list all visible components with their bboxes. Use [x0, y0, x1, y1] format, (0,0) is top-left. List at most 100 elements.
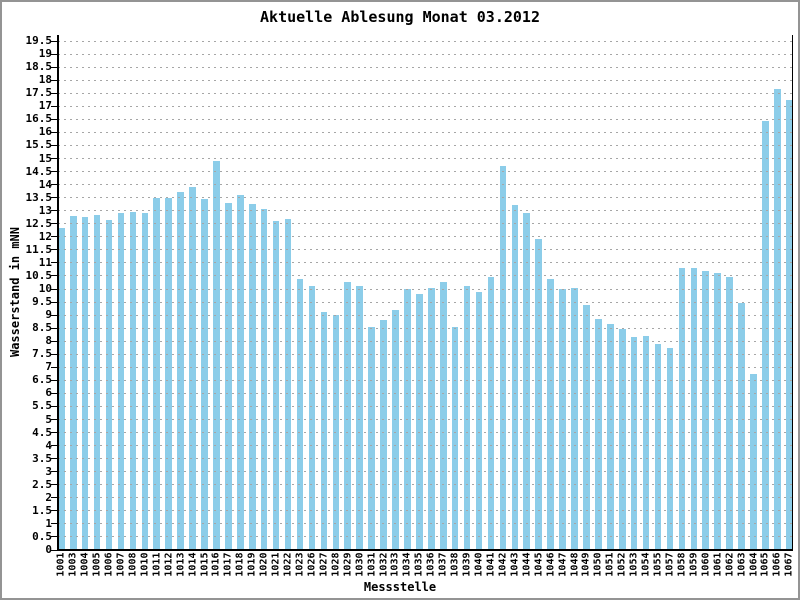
- y-tick-label: 9: [45, 308, 52, 322]
- y-tick-label: 2.5: [32, 477, 52, 491]
- y-tick-mark: [51, 392, 58, 394]
- bar-1044: [523, 213, 531, 550]
- y-tick-mark: [51, 236, 58, 238]
- gridline: [58, 314, 792, 316]
- gridline: [58, 497, 792, 499]
- y-tick-label: 18.5: [25, 60, 53, 74]
- y-tick-mark: [51, 79, 58, 81]
- y-tick-mark: [51, 432, 58, 434]
- y-tick-label: 2: [45, 490, 52, 504]
- bar-1016: [213, 161, 220, 550]
- bar-1033: [392, 309, 399, 550]
- y-tick-mark: [51, 301, 58, 303]
- y-tick-label: 18: [38, 73, 52, 87]
- y-tick-mark: [51, 471, 58, 473]
- gridline: [58, 144, 792, 146]
- bar-1037: [439, 282, 447, 550]
- bar-1054: [642, 335, 650, 550]
- y-tick-label: 15: [38, 151, 52, 165]
- y-tick-mark: [51, 314, 58, 316]
- y-tick-label: 12: [38, 229, 52, 243]
- bar-1045: [535, 239, 542, 550]
- y-tick-label: 7: [45, 360, 52, 374]
- y-tick-mark: [51, 171, 58, 173]
- chart-title: Aktuelle Ablesung Monat 03.2012: [260, 8, 540, 26]
- y-tick-mark: [51, 484, 58, 486]
- y-tick-mark: [51, 497, 58, 499]
- bar-1049: [583, 304, 590, 550]
- y-tick-label: 19.5: [25, 34, 53, 48]
- gridline: [58, 118, 792, 120]
- y-tick-mark: [51, 340, 58, 342]
- gridline: [58, 184, 792, 186]
- y-tick-label: 14: [38, 177, 52, 191]
- bar-1058: [678, 268, 686, 550]
- y-tick-mark: [51, 158, 58, 159]
- y-tick-mark: [51, 118, 58, 120]
- bar-1020: [260, 209, 268, 550]
- bar-1029: [344, 282, 352, 550]
- gridline: [58, 379, 792, 381]
- bar-1031: [368, 326, 375, 550]
- gridline: [58, 66, 792, 68]
- y-tick-mark: [51, 405, 58, 407]
- y-tick-label: 17.5: [25, 86, 53, 100]
- bar-1053: [630, 337, 638, 550]
- bar-1036: [427, 287, 435, 550]
- y-tick-mark: [51, 131, 58, 133]
- y-tick-label: 12.5: [25, 216, 53, 230]
- gridline: [58, 419, 792, 420]
- gridline: [58, 301, 792, 303]
- y-tick-label: 0: [45, 543, 52, 556]
- y-tick-mark: [51, 197, 58, 199]
- gridline: [58, 40, 792, 42]
- bar-1017: [225, 202, 232, 550]
- gridline: [58, 471, 792, 473]
- bar-1006: [105, 219, 113, 550]
- gridline: [58, 366, 792, 368]
- bar-1022: [284, 218, 292, 550]
- bar-1065: [762, 120, 769, 550]
- gridline: [58, 392, 792, 394]
- bar-1055: [654, 343, 662, 550]
- bar-1030: [356, 286, 363, 550]
- y-tick-label: 5.5: [32, 399, 52, 413]
- bar-1004: [81, 217, 89, 550]
- gridline: [58, 223, 792, 225]
- bar-1013: [177, 192, 184, 550]
- y-tick-mark: [51, 379, 58, 381]
- x-axis-line: [57, 549, 793, 551]
- bar-1005: [93, 214, 101, 550]
- y-tick-label: 3: [45, 464, 52, 478]
- plot-right-border: [792, 35, 793, 550]
- y-axis-title: Wasserstand in mNN: [8, 226, 22, 358]
- y-tick-label: 7.5: [32, 347, 52, 361]
- y-tick-label: 8.5: [32, 321, 52, 335]
- bar-1010: [141, 213, 149, 550]
- y-tick-mark: [51, 92, 58, 94]
- y-tick-label: 8: [45, 334, 52, 348]
- bar-1038: [451, 326, 459, 550]
- y-tick-label: 11.5: [25, 242, 53, 256]
- y-tick-label: 14.5: [25, 164, 53, 178]
- gridline: [58, 158, 792, 159]
- gridline: [58, 249, 792, 251]
- y-tick-mark: [51, 210, 58, 212]
- gridline: [58, 288, 792, 290]
- y-tick-label: 16: [38, 125, 52, 139]
- y-tick-mark: [51, 144, 58, 146]
- gridline: [58, 197, 792, 199]
- bar-1008: [129, 212, 137, 550]
- bar-1066: [774, 89, 781, 550]
- bar-1061: [714, 273, 722, 550]
- bar-1057: [666, 347, 674, 550]
- gridline: [58, 458, 792, 460]
- bar-1023: [296, 278, 304, 550]
- y-tick-label: 15.5: [25, 138, 53, 152]
- y-tick-mark: [51, 353, 58, 355]
- bar-1032: [380, 320, 387, 550]
- y-tick-label: 1: [45, 516, 52, 530]
- y-tick-label: 5: [45, 412, 52, 426]
- y-tick-label: 16.5: [25, 112, 53, 126]
